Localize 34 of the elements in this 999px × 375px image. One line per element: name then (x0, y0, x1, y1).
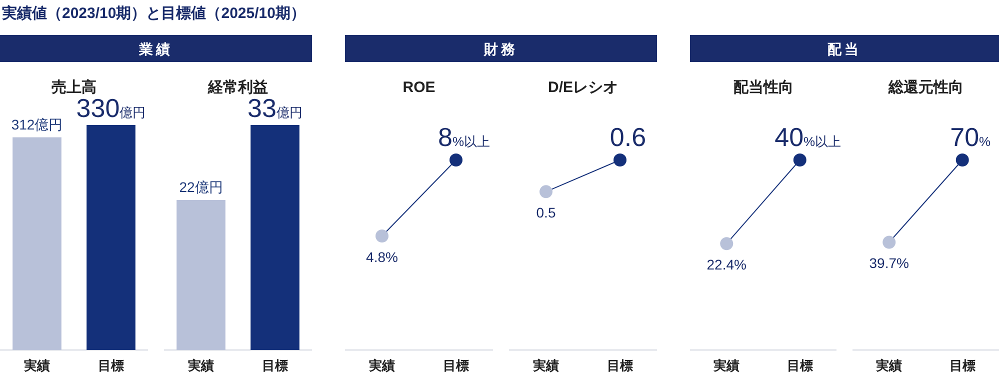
data-label: 0.6 (610, 122, 646, 152)
data-label: 330億円 (76, 93, 146, 123)
x-tick-label: 目標 (607, 358, 633, 373)
text: 配当 (828, 41, 862, 57)
chart-title: 総還元性向 (887, 79, 964, 96)
x-tick-label: 目標 (262, 358, 288, 373)
text: 実績値（2023/10期）と目標値（2025/10期） (1, 4, 306, 22)
data-label: 22.4% (706, 256, 746, 273)
data-label: 40%以上 (774, 122, 842, 152)
x-tick-label: 実績 (532, 358, 559, 373)
x-tick-label: 実績 (712, 358, 740, 373)
data-label: 22億円 (179, 179, 223, 195)
data-label: 312億円 (11, 116, 63, 132)
data-label: 0.5 (536, 204, 556, 221)
text: 財務 (483, 41, 518, 57)
text: 業績 (138, 41, 173, 57)
data-label: 70% (950, 122, 992, 152)
x-tick-label: 目標 (949, 358, 976, 373)
data-label: 33億円 (248, 93, 302, 123)
data-label: 8%以上 (438, 122, 490, 152)
chart-title: ROE (402, 79, 436, 96)
data-label: 4.8% (366, 249, 398, 265)
x-tick-label: 目標 (443, 358, 469, 373)
chart-title: 売上高 (52, 78, 96, 96)
chart-title: D/Eレシオ (548, 79, 618, 96)
x-tick-label: 目標 (98, 358, 124, 373)
x-tick-label: 実績 (23, 358, 50, 373)
chart-title: 配当性向 (733, 79, 794, 96)
chart-title: 経常利益 (207, 79, 268, 96)
x-tick-label: 実績 (875, 358, 902, 373)
x-tick-label: 実績 (187, 358, 214, 373)
data-label: 39.7% (869, 255, 909, 272)
x-tick-label: 目標 (786, 358, 813, 373)
x-tick-label: 実績 (368, 358, 395, 373)
